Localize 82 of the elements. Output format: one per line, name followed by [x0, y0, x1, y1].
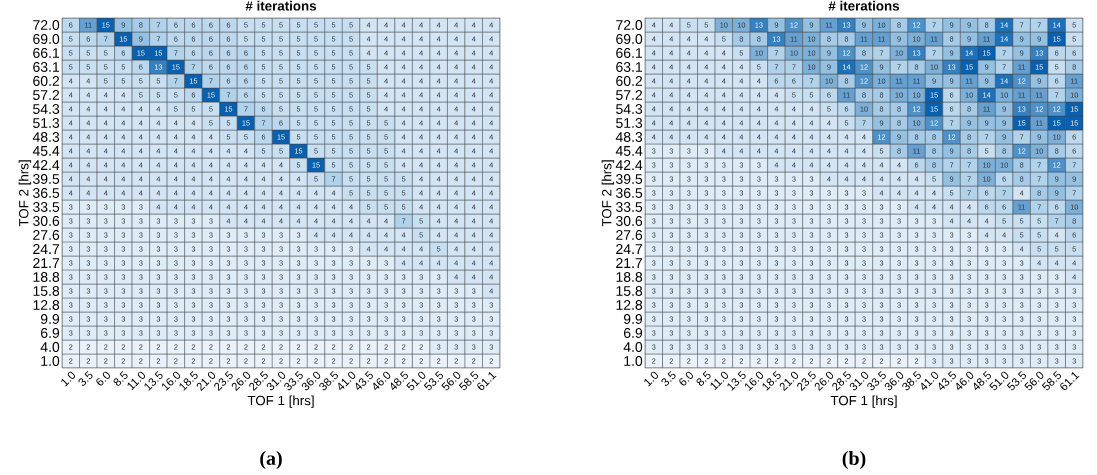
- y-tick-label: 27.6: [33, 230, 60, 240]
- x-tick-label: 3.5: [661, 370, 676, 386]
- y-tick-label: 36.5: [616, 188, 643, 198]
- y-tick-label: 66.1: [616, 48, 643, 58]
- x-tick-label: 11.0: [710, 371, 729, 391]
- y-tick-label: 69.0: [33, 34, 60, 44]
- x-tick-label: 41.0: [338, 371, 356, 391]
- y-tick-label: 18.8: [616, 272, 643, 282]
- y-axis-title: TOF 2 [hrs]: [601, 160, 615, 227]
- y-tick-label: 1.0: [41, 356, 60, 366]
- y-tick-label: 21.7: [616, 258, 643, 268]
- x-tick-label: 11.0: [127, 371, 146, 391]
- y-tick-label: 57.2: [616, 90, 643, 100]
- y-tick-label: 66.1: [33, 48, 60, 58]
- y-tick-label: 9.9: [623, 314, 643, 324]
- y-tick-label: 6.9: [41, 328, 60, 338]
- y-tick-label: 60.2: [616, 76, 643, 86]
- y-tick-label: 4.0: [623, 342, 643, 352]
- x-tick-label: 41.0: [921, 371, 939, 391]
- x-tick-label: 43.5: [938, 370, 956, 391]
- y-tick-label: 45.4: [615, 146, 643, 156]
- x-tick-label: 6.0: [96, 371, 110, 386]
- y-tick-label: 30.6: [33, 216, 60, 226]
- y-tick-label: 12.8: [616, 300, 643, 310]
- y-tick-label: 51.3: [616, 118, 643, 128]
- y-tick-label: 33.5: [33, 202, 60, 212]
- y-axis-title: TOF 2 [hrs]: [18, 160, 32, 227]
- y-tick-label: 72.0: [616, 20, 643, 30]
- y-tick-label: 33.5: [616, 202, 643, 212]
- y-tick-label: 42.4: [615, 160, 643, 170]
- x-tick-label: 46.0: [373, 371, 391, 391]
- y-tick-label: 15.8: [33, 286, 60, 296]
- x-tick-label: 53.5: [423, 370, 443, 391]
- chart-title: # iterations: [828, 0, 900, 11]
- y-tick-label: 63.1: [33, 62, 60, 72]
- x-tick-label: 58.5: [1041, 370, 1062, 391]
- x-tick-label: 58.5: [458, 370, 479, 391]
- x-axis-title: TOF 1 [hrs]: [830, 395, 897, 408]
- y-tick-label: 69.0: [616, 34, 643, 44]
- y-tick-label: 18.8: [33, 272, 60, 282]
- y-tick-label: 54.3: [616, 104, 643, 114]
- y-tick-label: 24.7: [616, 244, 643, 254]
- x-tick-label: 6.0: [679, 371, 693, 386]
- y-tick-label: 57.2: [33, 90, 60, 100]
- y-tick-label: 27.6: [616, 230, 643, 240]
- text: (b): [842, 450, 866, 470]
- y-tick-label: 51.3: [33, 118, 60, 128]
- y-tick-label: 39.5: [616, 174, 643, 184]
- y-tick-label: 39.5: [33, 174, 60, 184]
- x-tick-label: 61.1: [1060, 372, 1080, 390]
- text: (a): [260, 450, 282, 470]
- y-tick-label: 1.0: [624, 356, 643, 366]
- x-tick-label: 48.5: [973, 370, 991, 391]
- y-tick-label: 15.8: [616, 286, 643, 296]
- x-axis-title: TOF 1 [hrs]: [247, 395, 314, 408]
- y-tick-label: 45.4: [32, 146, 60, 156]
- y-tick-label: 24.7: [33, 244, 60, 254]
- x-tick-label: 43.5: [355, 370, 373, 391]
- y-tick-label: 12.8: [33, 300, 60, 310]
- y-tick-label: 60.2: [33, 76, 60, 86]
- y-tick-label: 36.5: [33, 188, 60, 198]
- y-tick-label: 48.3: [615, 132, 643, 142]
- x-tick-label: 46.0: [956, 371, 974, 391]
- y-tick-label: 30.6: [616, 216, 643, 226]
- y-tick-label: 72.0: [33, 20, 60, 30]
- x-tick-label: 8.5: [696, 370, 711, 386]
- x-tick-label: 61.1: [477, 372, 497, 390]
- x-tick-label: 48.5: [390, 370, 408, 391]
- x-tick-label: 8.5: [113, 370, 128, 386]
- y-tick-label: 54.3: [33, 104, 60, 114]
- y-tick-label: 48.3: [32, 132, 60, 142]
- x-tick-label: 3.5: [78, 370, 93, 386]
- x-tick-label: 1.0: [644, 371, 658, 387]
- chart-title: # iterations: [245, 0, 317, 11]
- x-tick-label: 1.0: [61, 371, 75, 387]
- y-tick-label: 9.9: [40, 314, 60, 324]
- y-tick-label: 63.1: [616, 62, 643, 72]
- y-tick-label: 4.0: [40, 342, 60, 352]
- y-tick-label: 21.7: [33, 258, 60, 268]
- y-tick-label: 6.9: [623, 328, 643, 338]
- y-tick-label: 42.4: [32, 160, 60, 170]
- x-tick-label: 53.5: [1006, 370, 1026, 391]
